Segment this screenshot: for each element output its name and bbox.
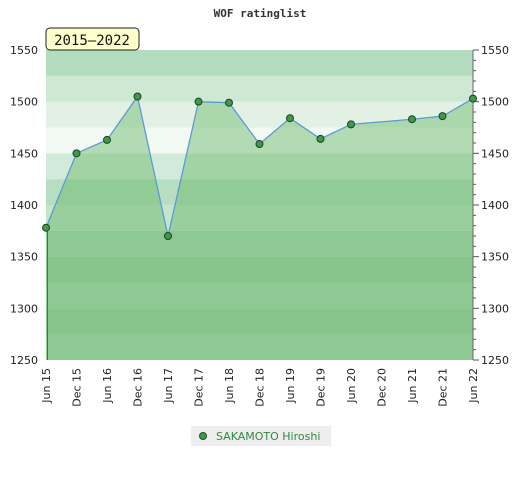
data-point[interactable] xyxy=(347,120,355,129)
background-bands xyxy=(46,50,473,360)
y-tick-label-left: 1250 xyxy=(10,354,38,367)
area-fill xyxy=(46,96,473,360)
data-point[interactable] xyxy=(103,135,111,144)
data-point[interactable] xyxy=(194,97,203,106)
data-point[interactable] xyxy=(164,232,172,240)
band-1375 xyxy=(46,205,473,231)
band-1475 xyxy=(46,101,473,128)
data-point[interactable] xyxy=(72,149,81,158)
band-1325 xyxy=(46,256,473,283)
y-tick-label-right: 1500 xyxy=(481,96,509,109)
data-point[interactable] xyxy=(133,92,142,101)
series-line xyxy=(45,94,474,360)
y-tick-label-left: 1300 xyxy=(10,302,38,315)
data-point[interactable] xyxy=(469,94,477,103)
area-path xyxy=(46,96,473,360)
data-point[interactable] xyxy=(255,140,264,149)
x-tick-label: Dec 16 xyxy=(132,368,145,407)
legend-entry: SAKAMOTO Hiroshi xyxy=(216,430,320,443)
band-1500 xyxy=(46,75,473,102)
period-label: 2015–2022 xyxy=(54,33,130,49)
axes: 1250 1250 1300 1300 1350 1350 1400 1400 1450 1450… xyxy=(10,44,509,407)
chart-title: WOF ratinglist xyxy=(214,7,307,20)
x-tick-label: Jun 21 xyxy=(406,368,419,404)
legend-marker xyxy=(199,432,207,440)
y-tick-label-right: 1400 xyxy=(481,199,509,212)
band-1400 xyxy=(46,179,473,205)
data-point[interactable] xyxy=(316,134,325,143)
x-tick-label: Jun 16 xyxy=(101,368,114,404)
y-tick-label-right: 1300 xyxy=(481,302,509,315)
band-1250 xyxy=(46,334,473,360)
y-tick-label-right: 1450 xyxy=(481,147,509,160)
x-tick-label: Jun 18 xyxy=(223,368,236,404)
y-tick-label-right: 1250 xyxy=(481,354,509,367)
data-points xyxy=(42,92,477,240)
band-1350 xyxy=(46,230,473,257)
x-tick-label: Jun 19 xyxy=(284,368,297,404)
y-tick-label-left: 1450 xyxy=(10,147,38,160)
x-tick-label: Dec 19 xyxy=(315,368,328,407)
data-point[interactable] xyxy=(42,223,50,232)
y-tick-label-left: 1550 xyxy=(10,44,38,57)
x-tick-label: Dec 15 xyxy=(71,368,84,407)
data-point[interactable] xyxy=(438,112,447,121)
x-tick-label: Jun 20 xyxy=(345,368,358,404)
x-tick-label: Dec 20 xyxy=(376,368,389,407)
band-1300 xyxy=(46,282,473,309)
band-1525 xyxy=(46,50,473,76)
y-tick-label-right: 1550 xyxy=(481,44,509,57)
x-tick-label: Dec 17 xyxy=(193,368,206,407)
x-tick-label: Dec 21 xyxy=(437,368,450,407)
data-point[interactable] xyxy=(408,115,416,124)
x-tick-label: Jun 22 xyxy=(467,368,480,404)
legend[interactable]: SAKAMOTO Hiroshi xyxy=(191,426,331,446)
data-point[interactable] xyxy=(286,114,294,123)
band-1275 xyxy=(46,308,473,335)
x-tick-label: Jun 15 xyxy=(40,368,53,404)
data-point[interactable] xyxy=(225,98,233,107)
y-tick-label-right: 1350 xyxy=(481,251,509,264)
series-polyline xyxy=(45,94,474,237)
x-tick-label: Dec 18 xyxy=(254,368,267,407)
x-tick-label: Jun 17 xyxy=(162,368,175,404)
period-badge: 2015–2022 xyxy=(45,27,140,51)
band-1425 xyxy=(46,153,473,180)
y-tick-label-left: 1500 xyxy=(10,96,38,109)
y-tick-label-left: 1400 xyxy=(10,199,38,212)
y-tick-label-left: 1350 xyxy=(10,251,38,264)
